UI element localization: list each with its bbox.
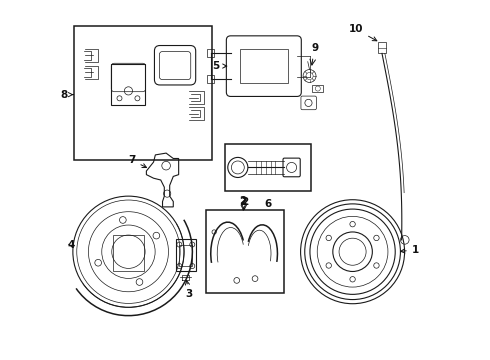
Bar — [207, 49, 214, 58]
Bar — [207, 75, 214, 84]
Bar — [313, 85, 323, 92]
Text: 4: 4 — [68, 239, 75, 249]
Bar — [179, 244, 192, 266]
Bar — [176, 239, 196, 271]
Text: 2: 2 — [241, 197, 248, 207]
Text: 8: 8 — [60, 90, 73, 100]
Text: 5: 5 — [212, 61, 227, 71]
Bar — [205, 211, 285, 293]
Text: 2: 2 — [240, 196, 247, 206]
Text: 1: 1 — [401, 245, 419, 255]
Text: 7: 7 — [128, 155, 147, 167]
Text: 10: 10 — [349, 24, 377, 41]
Text: 9: 9 — [311, 43, 318, 53]
Bar — [378, 42, 386, 53]
Bar — [225, 144, 311, 191]
Bar — [113, 235, 144, 271]
Bar — [240, 49, 288, 83]
Text: 3: 3 — [185, 280, 193, 300]
Bar — [74, 26, 212, 160]
Text: 6: 6 — [265, 199, 272, 209]
Text: 2: 2 — [240, 197, 247, 210]
